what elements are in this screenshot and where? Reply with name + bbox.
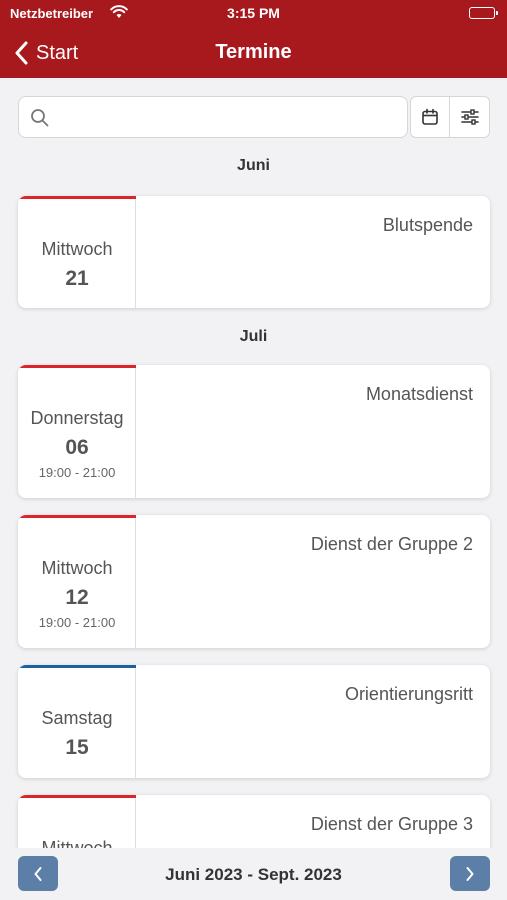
event-accent-bar [18,795,136,798]
back-button[interactable]: Start [14,38,78,68]
page-title: Termine [215,41,292,63]
event-accent-bar [18,196,136,199]
event-date-box: Mittwoch 12 19:00 - 21:00 [18,515,136,648]
event-time: 19:00 - 21:00 [38,615,116,630]
event-time: 19:00 - 21:00 [38,465,116,480]
navigation-bar: Start Termine [0,28,507,78]
search-icon [30,108,50,133]
search-box[interactable] [18,96,408,138]
event-title: Orientierungsritt [344,684,473,704]
event-date-box: Mittwoch 21 [18,196,136,308]
date-range-bar: Juni 2023 - Sept. 2023 [0,848,507,900]
event-title: Monatsdienst [365,384,473,404]
event-card[interactable]: Mittwoch 12 19:00 - 21:00 Dienst der Gru… [18,515,490,648]
event-accent-bar [18,665,136,668]
event-weekday: Mittwoch [41,239,113,259]
event-date-box: Donnerstag 06 19:00 - 21:00 [18,365,136,498]
wifi-icon [110,5,128,22]
search-toolbar [18,96,490,138]
chevron-right-icon [466,866,474,881]
event-accent-bar [18,515,136,518]
previous-range-button[interactable] [18,856,58,891]
event-accent-bar [18,365,136,368]
event-weekday: Samstag [41,708,113,728]
event-title: Blutspende [382,215,473,235]
event-weekday: Donnerstag [30,408,124,428]
search-input[interactable] [59,97,399,137]
month-header-july: Juli [239,328,268,345]
calendar-button[interactable] [410,96,450,138]
status-bar: Netzbetreiber 3:15 PM [0,0,507,28]
event-day: 21 [65,267,89,290]
clock: 3:15 PM [227,5,280,21]
event-day: 15 [65,736,89,759]
chevron-left-icon [34,866,42,881]
battery-icon [469,7,498,19]
next-range-button[interactable] [450,856,490,891]
event-date-box: Samstag 15 [18,665,136,778]
event-card[interactable]: Donnerstag 06 19:00 - 21:00 Monatsdienst [18,365,490,498]
filter-button[interactable] [450,96,490,138]
calendar-icon [422,108,438,125]
sliders-icon [460,109,479,125]
carrier-label: Netzbetreiber [10,6,94,21]
event-day: 12 [65,586,89,609]
event-card[interactable]: Mittwoch 21 Blutspende [18,196,490,308]
month-header-june: Juni [237,157,270,174]
event-card[interactable]: Samstag 15 Orientierungsritt [18,665,490,778]
event-title: Dienst der Gruppe 3 [310,814,473,834]
event-day: 06 [65,436,89,459]
event-weekday: Mittwoch [41,558,113,578]
date-range-label: Juni 2023 - Sept. 2023 [165,865,342,884]
chevron-left-icon [15,41,28,65]
event-title: Dienst der Gruppe 2 [310,534,473,554]
back-button-label: Start [36,41,79,64]
